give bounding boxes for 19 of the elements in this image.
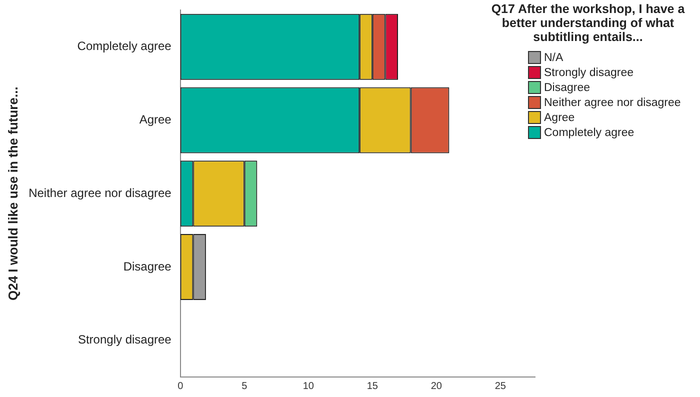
x-tick-label: 10 (302, 380, 314, 392)
legend-label: Agree (544, 112, 575, 124)
legend-label: Disagree (544, 82, 590, 94)
x-tick-label: 20 (430, 380, 442, 392)
y-axis-title: Q24 I would like use in the future... (5, 86, 20, 301)
legend-label: N/A (544, 52, 564, 64)
y-tick-label: Completely agree (77, 39, 172, 54)
legend-label: Completely agree (544, 126, 634, 138)
legend-label: Neither agree nor disagree (544, 96, 681, 108)
legend-label: Strongly disagree (544, 66, 634, 78)
x-tick-label: 5 (242, 380, 248, 392)
y-tick-label: Agree (139, 112, 172, 127)
x-tick-label: 15 (366, 380, 378, 392)
y-tick-label: Neither agree nor disagree (28, 186, 172, 200)
y-tick-label: Disagree (123, 259, 172, 274)
y-tick-label: Strongly disagree (78, 332, 172, 347)
x-tick-label: 25 (494, 380, 506, 392)
x-tick-label: 0 (178, 380, 184, 392)
legend-title: Q17 After the workshop, I have a better understanding of what subtitling entails... (490, 2, 686, 44)
